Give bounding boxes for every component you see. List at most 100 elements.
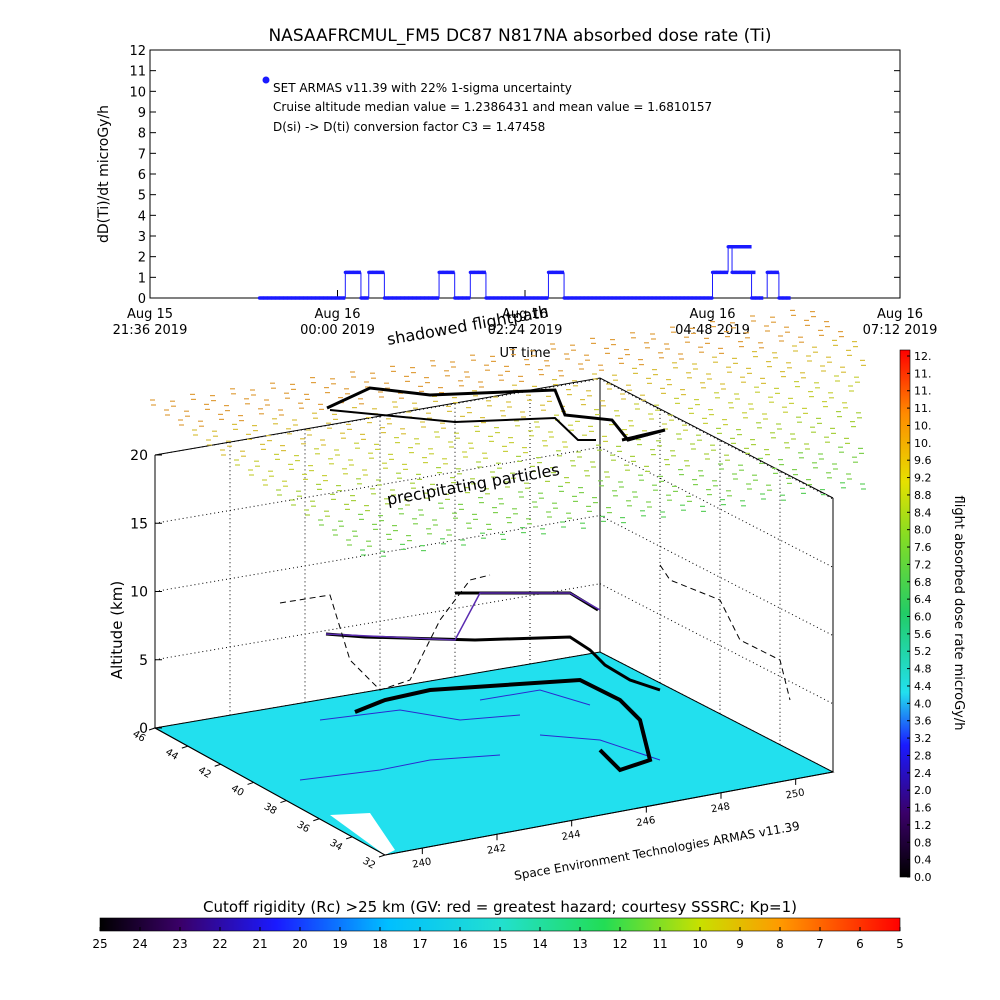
- x-tick-time: 21:36 2019: [113, 323, 188, 338]
- lon-tick-label: 240: [412, 857, 433, 871]
- data-point: [343, 270, 347, 274]
- data-point: [642, 296, 646, 300]
- shadow-track: [325, 592, 601, 641]
- data-point: [500, 296, 504, 300]
- cb-tick-label: 7.2: [914, 558, 932, 571]
- data-point: [544, 296, 548, 300]
- data-point: [257, 296, 261, 300]
- data-point: [578, 296, 582, 300]
- rc-tick-label: 7: [816, 937, 824, 951]
- rc-tick-label: 5: [896, 937, 904, 951]
- x-tick-date: Aug 16: [877, 307, 923, 322]
- data-point: [554, 270, 559, 274]
- data-point: [594, 296, 598, 300]
- data-point: [472, 270, 476, 274]
- cb-tick-label: 5.6: [914, 628, 932, 641]
- data-point: [375, 270, 379, 274]
- lat-tick-label: 40: [229, 783, 246, 799]
- lat-tick-label: 36: [295, 819, 312, 835]
- data-point: [598, 296, 602, 300]
- lat-tick-label: 44: [163, 747, 180, 763]
- data-point: [646, 296, 650, 300]
- data-point: [488, 296, 492, 300]
- rc-tick-label: 13: [572, 937, 587, 951]
- data-point: [618, 296, 622, 300]
- lat-tick: [181, 745, 189, 749]
- rigidity-title: Cutoff rigidity (Rc) >25 km (GV: red = g…: [203, 898, 797, 916]
- data-point: [626, 296, 630, 300]
- y-tick-label: 10: [129, 85, 146, 100]
- data-point: [622, 296, 626, 300]
- z-tick-label: 10: [130, 585, 148, 601]
- rc-tick-label: 22: [212, 937, 227, 951]
- flight-track-mid: [325, 632, 661, 692]
- data-point: [773, 270, 777, 274]
- data-point: [738, 245, 742, 249]
- lat-tick: [148, 727, 156, 731]
- cb-tick-label: 0.0: [914, 871, 932, 884]
- cb-tick-label: 3.2: [914, 732, 932, 745]
- data-point: [536, 296, 540, 300]
- cb-tick-label: 6.0: [914, 611, 932, 624]
- data-point: [325, 296, 329, 300]
- data-point: [317, 296, 321, 300]
- y-tick-label: 11: [129, 65, 146, 80]
- cb-tick-label: 10.: [914, 437, 932, 450]
- data-point: [746, 245, 750, 249]
- rc-tick-label: 8: [776, 937, 784, 951]
- data-point: [686, 296, 690, 300]
- lon-tick-label: 242: [486, 843, 507, 857]
- dashed-projection: [279, 574, 491, 691]
- lat-tick-label: 34: [328, 838, 345, 854]
- data-point: [355, 270, 359, 274]
- x-tick-time: 00:00 2019: [300, 323, 375, 338]
- data-point: [520, 296, 524, 300]
- data-point: [785, 296, 789, 300]
- data-point: [674, 296, 678, 300]
- cb-tick-label: 9.2: [914, 472, 932, 485]
- data-point: [504, 296, 508, 300]
- wall-grid-line: [154, 446, 601, 524]
- cb-tick-label: 8.0: [914, 524, 932, 537]
- data-point: [285, 296, 289, 300]
- cb-tick-label: 9.6: [914, 454, 932, 467]
- wall-grid-line: [599, 515, 834, 636]
- data-point: [422, 296, 426, 300]
- data-point: [769, 270, 773, 274]
- x-tick-time: 07:12 2019: [863, 323, 938, 338]
- data-point: [398, 296, 402, 300]
- data-point: [402, 296, 406, 300]
- data-point: [638, 296, 642, 300]
- data-point: [730, 270, 734, 274]
- data-point: [410, 296, 414, 300]
- cb-tick-label: 8.4: [914, 506, 932, 519]
- data-point: [606, 296, 610, 300]
- data-point: [418, 296, 422, 300]
- data-point: [281, 296, 285, 300]
- data-point: [765, 270, 769, 274]
- data-point: [749, 296, 754, 300]
- data-point: [277, 296, 281, 300]
- cb-tick-label: 11.: [914, 367, 932, 380]
- data-point: [586, 296, 590, 300]
- rc-tick-label: 21: [252, 937, 267, 951]
- y-tick-label: 6: [138, 168, 146, 183]
- data-point: [516, 296, 520, 300]
- rc-tick-label: 19: [332, 937, 347, 951]
- ground-contour: [479, 689, 591, 706]
- data-point: [476, 270, 480, 274]
- data-point: [297, 296, 301, 300]
- data-point: [742, 270, 746, 274]
- cb-tick-label: 0.4: [914, 854, 932, 867]
- cb-tick-label: 2.4: [914, 767, 932, 780]
- rc-tick-label: 14: [532, 937, 547, 951]
- data-point: [293, 296, 297, 300]
- data-point: [305, 296, 309, 300]
- cb-tick-label: 6.8: [914, 576, 932, 589]
- data-point: [694, 296, 698, 300]
- data-point: [461, 296, 465, 300]
- annotation-version: SET ARMAS v11.39 with 22% 1-sigma uncert…: [273, 81, 572, 95]
- data-point: [457, 296, 461, 300]
